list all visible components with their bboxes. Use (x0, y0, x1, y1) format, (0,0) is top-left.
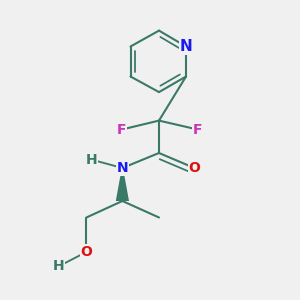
Text: H: H (53, 260, 64, 273)
Text: N: N (180, 39, 192, 54)
Polygon shape (116, 168, 129, 201)
Text: H: H (86, 153, 97, 166)
Text: O: O (188, 161, 200, 175)
Text: F: F (117, 123, 126, 136)
Text: N: N (117, 161, 128, 175)
Text: F: F (193, 123, 203, 136)
Text: O: O (80, 245, 92, 259)
